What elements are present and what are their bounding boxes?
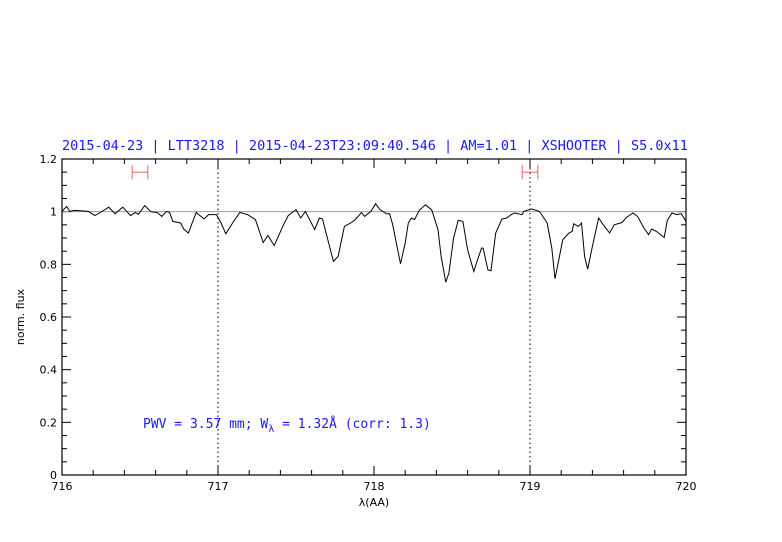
x-tick-label: 719 (520, 480, 541, 493)
y-tick-label: 0 (50, 469, 57, 482)
x-tick-label: 716 (52, 480, 73, 493)
x-tick-label: 717 (208, 480, 229, 493)
pwv-result: = 1.32Å (corr: 1.3) (274, 416, 431, 432)
range-bar (131, 165, 149, 180)
y-tick-label: 0.8 (40, 258, 58, 271)
y-tick-label: 1 (50, 206, 57, 219)
x-tick-label: 718 (364, 480, 385, 493)
y-tick-label: 0.2 (40, 416, 58, 429)
y-tick-label: 0.6 (40, 311, 58, 324)
chart-title: 2015-04-23 | LTT3218 | 2015-04-23T23:09:… (62, 138, 688, 154)
pwv-subscript: λ (268, 424, 274, 435)
pwv-annotation: PWV = 3.57 mm; Wλ = 1.32Å (corr: 1.3) (143, 416, 431, 435)
y-tick-label: 0.4 (40, 364, 58, 377)
range-bar (521, 165, 539, 180)
x-tick-label: 720 (676, 480, 697, 493)
y-axis-label: norm. flux (14, 288, 27, 345)
plot-frame (61, 158, 687, 476)
axes: 716 717 718 719 720 0 0.2 0.4 0.6 0.8 1 1.2 (40, 153, 697, 493)
y-tick-label: 1.2 (40, 153, 58, 166)
pwv-text: PWV = 3.57 mm; W (143, 417, 268, 432)
spectrum-line (61, 202, 687, 283)
x-axis-label: λ(AA) (359, 496, 389, 509)
